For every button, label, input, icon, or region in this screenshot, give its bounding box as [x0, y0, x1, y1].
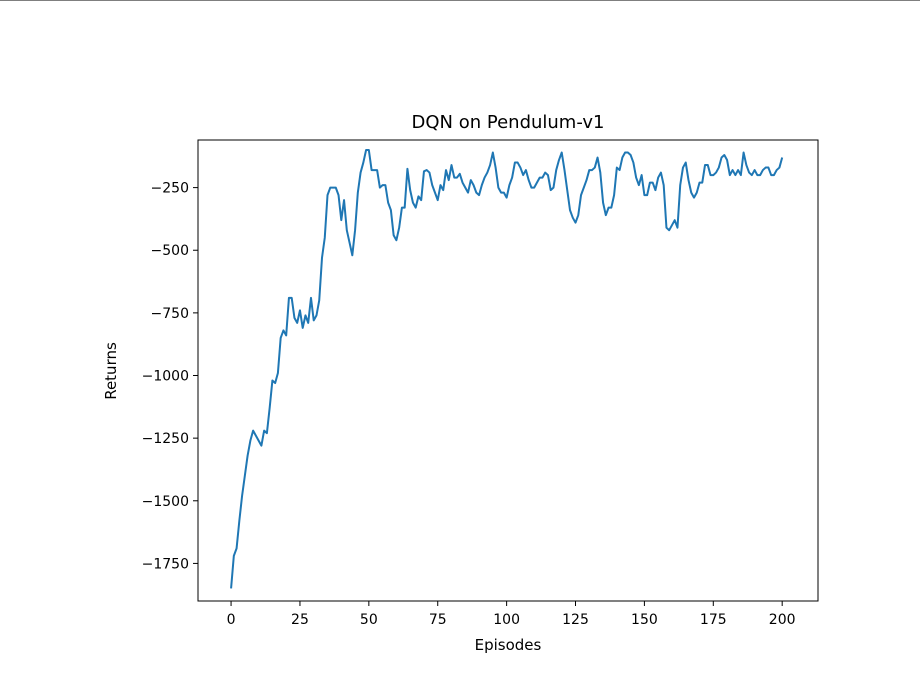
y-tick-label: −750	[151, 306, 189, 322]
y-tick-label: −250	[151, 181, 189, 197]
x-tick-label: 0	[227, 612, 236, 628]
top-border	[0, 0, 920, 1]
x-tick-label: 125	[562, 612, 589, 628]
y-tick-label: −1250	[142, 431, 189, 447]
y-tick-label: −500	[151, 243, 189, 259]
y-tick-label: −1000	[142, 369, 189, 385]
series-line-returns	[230, 149, 784, 589]
x-tick-label: 175	[700, 612, 727, 628]
y-tick-label: −1750	[142, 556, 189, 572]
y-tick-label: −1500	[142, 494, 189, 510]
x-tick-label: 200	[769, 612, 796, 628]
x-axis-label: Episodes	[475, 636, 542, 654]
x-tick-label: 75	[429, 612, 447, 628]
x-tick-label: 100	[493, 612, 520, 628]
chart-title: DQN on Pendulum-v1	[412, 112, 605, 133]
x-tick-label: 50	[360, 612, 378, 628]
x-tick-label: 25	[291, 612, 309, 628]
x-axis: 0 25 50 75 100 125 150 175 200	[227, 601, 796, 628]
y-axis: −250 −500 −750 −1000 −1250 −1500 −1750	[142, 181, 198, 572]
x-tick-label: 150	[631, 612, 658, 628]
y-axis-label: Returns	[102, 342, 120, 400]
plot-area	[197, 139, 819, 602]
